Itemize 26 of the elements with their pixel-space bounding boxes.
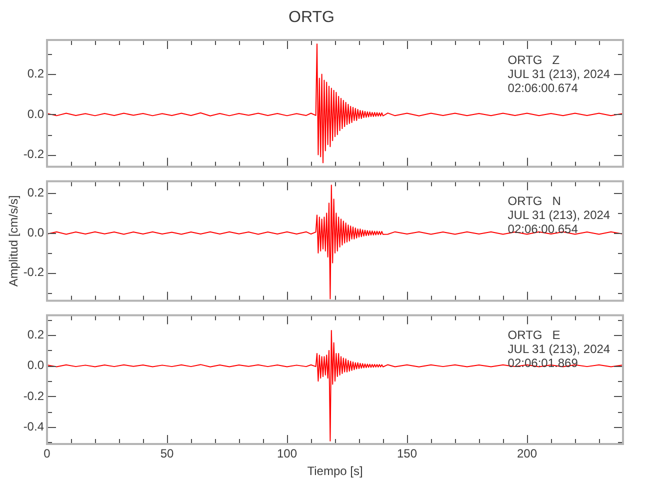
x-axis-title: Tiempo [s] [307,464,363,478]
annotation: 02:06:00.674 [508,81,578,95]
chart-title: ORTG [288,9,334,26]
x-tick-label: 50 [160,446,174,461]
y-tick-label: 0.2 [27,185,44,200]
annotation: JUL 31 (213), 2024 [508,342,610,356]
y-tick-label: -0.4 [23,419,44,434]
y-tick-label: -0.2 [23,265,44,280]
y-tick-label: 0.0 [27,358,44,372]
x-tick-label: 150 [396,446,418,461]
annotation: ORTG N [508,194,561,208]
annotation: ORTG Z [508,53,560,67]
annotation: 02:06:00.654 [508,222,578,236]
y-tick-label: -0.2 [23,388,44,403]
y-tick-label: 0.0 [27,106,44,121]
annotation: ORTG E [508,328,560,342]
x-tick-label: 0 [44,446,51,461]
y-tick-label: 0.2 [27,327,44,342]
y-tick-label: 0.2 [27,66,44,81]
annotation: JUL 31 (213), 2024 [508,67,610,81]
annotation: JUL 31 (213), 2024 [508,208,610,222]
x-tick-label: 200 [516,446,538,461]
y-tick-label: 0.0 [27,225,44,240]
x-tick-label: 100 [276,446,298,461]
y-tick-label: -0.2 [23,147,44,162]
y-axis-title: Amplitud [cm/s/s] [6,195,21,287]
